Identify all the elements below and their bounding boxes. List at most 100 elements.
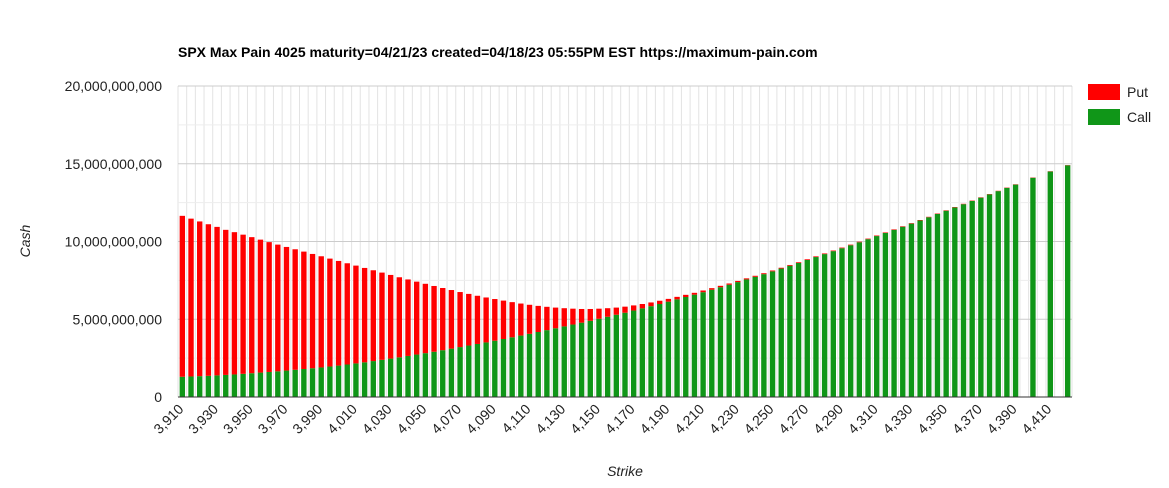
y-tick-label: 0	[154, 389, 162, 405]
bar-put-4230	[735, 280, 741, 283]
bar-put-3970	[283, 246, 290, 371]
bar-put-4255	[778, 267, 784, 269]
bar-put-4110	[526, 304, 533, 334]
bar-put-4105	[518, 303, 524, 336]
bar-call-3990	[318, 367, 324, 397]
bar-put-4260	[787, 264, 793, 266]
bar-put-3990	[318, 256, 324, 368]
bar-put-3930	[214, 226, 220, 376]
bar-call-4130	[561, 326, 567, 397]
bar-put-4085	[483, 297, 489, 343]
bar-put-4195	[674, 296, 680, 300]
bar-call-3915	[188, 376, 194, 397]
bar-call-4295	[847, 245, 854, 397]
bar-call-4420	[1064, 165, 1071, 397]
bar-call-3980	[301, 369, 307, 397]
bar-call-3975	[292, 369, 298, 397]
bar-put-4135	[570, 308, 576, 325]
bar-call-4370	[978, 197, 984, 397]
bar-call-4160	[613, 314, 620, 397]
bar-call-3925	[205, 375, 212, 397]
bar-call-4365	[969, 200, 975, 397]
bar-call-4290	[839, 248, 845, 397]
bar-call-4060	[440, 350, 446, 397]
bar-call-3970	[283, 370, 290, 397]
x-axis-ticks: 3,9103,9303,9503,9703,9904,0104,0304,050…	[150, 401, 1054, 437]
bar-put-4205	[691, 292, 698, 295]
bar-call-4035	[396, 357, 403, 397]
bar-put-3925	[205, 224, 212, 376]
bar-call-4260	[787, 265, 793, 397]
bar-call-4155	[604, 316, 611, 397]
bar-call-4080	[474, 343, 481, 397]
bar-put-4320	[891, 229, 897, 230]
bar-call-3965	[275, 371, 281, 397]
x-tick-label: 4,330	[879, 401, 915, 437]
bar-call-4270	[804, 260, 810, 397]
bar-call-4150	[596, 318, 602, 397]
x-tick-label: 4,150	[567, 401, 603, 437]
y-tick-label: 15,000,000,000	[65, 156, 163, 172]
bar-put-4180	[648, 302, 654, 307]
bar-call-4345	[934, 213, 941, 397]
bar-put-4240	[752, 275, 758, 277]
bar-call-4145	[587, 320, 593, 397]
bar-call-4170	[630, 310, 637, 397]
bar-call-4005	[344, 364, 350, 397]
bar-call-4185	[657, 304, 663, 397]
x-tick-label: 4,070	[428, 401, 464, 437]
bar-call-4115	[535, 332, 541, 397]
x-tick-label: 4,110	[498, 401, 534, 437]
bar-call-3940	[231, 374, 238, 397]
bar-put-4315	[882, 232, 889, 233]
x-axis-title: Strike	[607, 463, 643, 479]
bar-put-3940	[231, 232, 238, 375]
bar-call-4205	[691, 294, 698, 397]
x-tick-label: 4,290	[810, 401, 846, 437]
y-tick-label: 5,000,000,000	[72, 311, 162, 327]
bar-put-3935	[223, 229, 229, 375]
bar-call-4010	[353, 363, 359, 397]
bar-call-4285	[830, 251, 837, 397]
x-tick-label: 4,050	[393, 401, 429, 437]
y-tick-label: 10,000,000,000	[65, 234, 163, 250]
bar-call-4045	[413, 354, 420, 397]
bar-put-3995	[327, 258, 333, 367]
bar-put-4280	[821, 253, 828, 255]
bar-call-4030	[387, 358, 394, 397]
bar-call-4055	[431, 351, 437, 397]
bar-put-4250	[769, 270, 776, 272]
bar-call-4330	[908, 223, 915, 397]
x-tick-label: 3,930	[185, 401, 221, 437]
bar-put-3910	[179, 215, 186, 377]
bar-call-4105	[518, 335, 524, 397]
y-axis-ticks: 0 5,000,000,000 10,000,000,000 15,000,000,0…	[65, 78, 163, 405]
bar-put-4005	[344, 263, 350, 365]
x-tick-label: 4,090	[463, 401, 499, 437]
bar-put-4000	[335, 260, 342, 366]
bar-call-3935	[223, 374, 229, 397]
bar-call-4335	[917, 220, 923, 397]
bar-call-4195	[674, 299, 680, 397]
bar-put-4295	[847, 244, 854, 246]
bar-put-4075	[466, 293, 472, 346]
bar-put-4200	[683, 294, 689, 298]
bar-call-4315	[882, 232, 889, 397]
bar-put-4175	[639, 304, 646, 309]
legend: Put Call	[1088, 84, 1151, 125]
grid	[177, 85, 1073, 398]
bar-call-4025	[379, 359, 385, 397]
x-tick-label: 4,170	[602, 401, 638, 437]
bar-call-3960	[266, 371, 272, 397]
bar-call-4090	[492, 340, 498, 397]
bar-call-4065	[448, 348, 455, 397]
bar-put-4245	[761, 273, 767, 275]
bar-call-4385	[1004, 187, 1010, 397]
bar-put-4070	[457, 292, 463, 348]
y-tick-label: 20,000,000,000	[65, 78, 163, 94]
bar-put-4030	[387, 274, 394, 359]
bar-put-4165	[622, 306, 628, 313]
bar-call-4215	[709, 289, 715, 397]
bar-call-4320	[891, 229, 897, 397]
